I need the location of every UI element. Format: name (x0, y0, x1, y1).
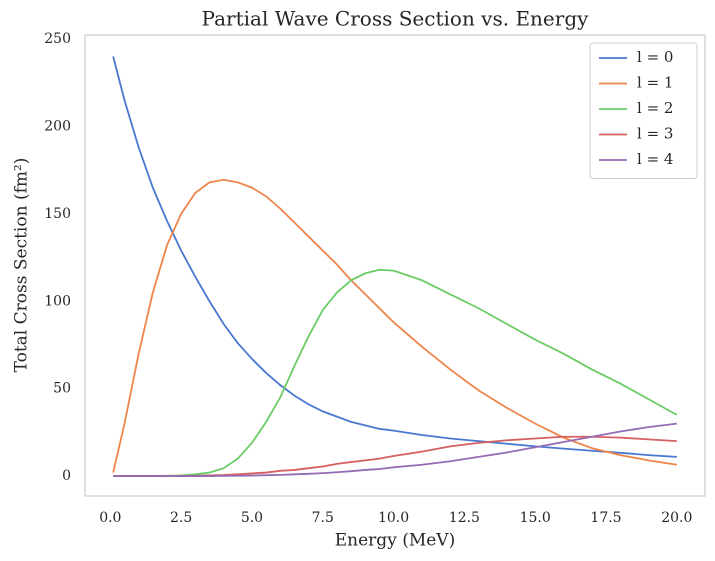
legend-box (589, 42, 698, 179)
legend-label: l = 2 (637, 99, 673, 117)
plot-frame (84, 34, 706, 497)
x-tick-label: 0.0 (99, 510, 121, 526)
legend-label: l = 0 (637, 48, 673, 66)
x-tick-label: 10.0 (378, 510, 409, 526)
y-tick-label: 250 (44, 31, 71, 47)
line-series (113, 268, 678, 477)
y-tick-label: 0 (62, 468, 71, 484)
x-axis-label: Energy (MeV) (335, 531, 455, 551)
line-series (112, 178, 677, 473)
x-tick-label: 17.5 (590, 510, 621, 526)
y-axis-label: Total Cross Section (fm²) (12, 158, 32, 373)
line-series (113, 435, 677, 477)
y-tick-label: 100 (44, 293, 71, 309)
legend-label: l = 4 (637, 150, 673, 168)
x-tick-label: 20.0 (661, 510, 692, 526)
x-tick-label: 12.5 (449, 510, 480, 526)
y-tick-label: 200 (44, 118, 71, 134)
x-tick-label: 5.0 (241, 510, 263, 526)
x-tick-label: 2.5 (170, 510, 192, 526)
line-series (113, 422, 677, 477)
y-tick-label: 150 (44, 206, 71, 222)
legend-label: l = 3 (637, 125, 673, 143)
legend-label: l = 1 (637, 74, 673, 92)
y-tick-label: 50 (53, 381, 71, 397)
x-tick-label: 7.5 (312, 510, 334, 526)
chart-title: Partial Wave Cross Section vs. Energy (202, 7, 590, 31)
x-tick-label: 15.0 (520, 510, 551, 526)
